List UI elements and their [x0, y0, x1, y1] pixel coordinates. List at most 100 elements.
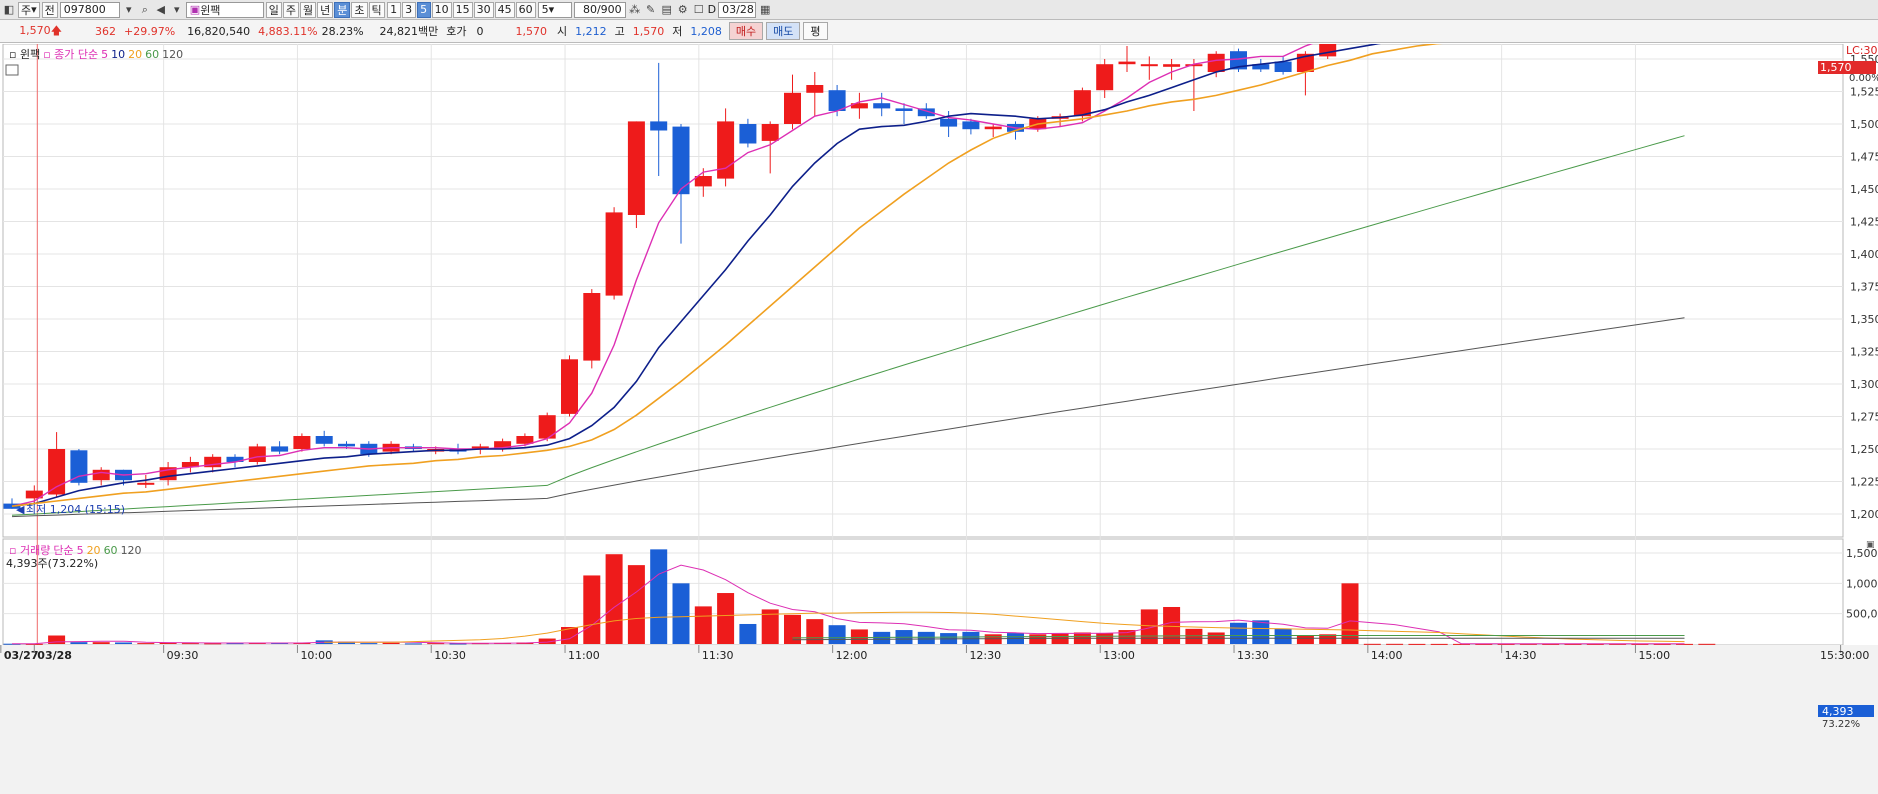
candle-body — [271, 446, 289, 452]
table-icon — [5, 64, 19, 76]
candle-body — [25, 490, 43, 499]
volume-bar — [449, 643, 467, 645]
price-tick-label: 1,525 — [1850, 86, 1878, 99]
checkbox-icon[interactable]: ☐ — [693, 3, 704, 16]
ma-title: ▫ 종가 단순 — [43, 48, 98, 61]
candle-body — [248, 446, 266, 462]
candle-body — [1118, 61, 1136, 65]
volume-bar — [1653, 643, 1671, 645]
time-label: 03/27 — [4, 649, 39, 662]
volume-tick-label: 500,000 — [1846, 608, 1878, 621]
low-label: 저 — [672, 25, 683, 38]
date-field[interactable]: 03/28 — [718, 1, 757, 18]
volume-bar — [1274, 628, 1292, 644]
period-button[interactable]: 일 — [265, 1, 282, 18]
interval-button[interactable]: 10 — [431, 1, 452, 18]
period-button[interactable]: 초 — [351, 1, 368, 18]
volume-bar — [1430, 643, 1448, 645]
stock-badge-icon: ▣ — [189, 3, 201, 16]
price-tick-label: 1,400 — [1850, 248, 1878, 261]
save-icon[interactable]: ▤ — [661, 3, 672, 16]
ma5-line — [11, 44, 1314, 507]
stock-label: ▫ 윈팩 — [9, 47, 40, 61]
interval-button[interactable]: 60 — [515, 1, 536, 18]
stock-chart[interactable]: 1,200 1,225 1,250 1,275 1,300 1,325 1,350 1,375… — [0, 44, 1878, 794]
candle-body — [739, 124, 757, 144]
interval-button[interactable]: 15 — [452, 1, 473, 18]
period-button[interactable]: 분 — [334, 1, 351, 18]
market-select[interactable]: 주 ▾ — [18, 1, 40, 18]
volume-bar — [1698, 643, 1716, 645]
code-input[interactable]: 097800 — [59, 1, 120, 18]
period-button[interactable]: 주 — [282, 1, 300, 18]
stock-name-field[interactable]: ▣ 윈팩 — [185, 1, 264, 18]
volume-bar — [761, 609, 779, 644]
volume-bar — [48, 635, 66, 644]
volume-tag-pct: 73.22% — [1822, 719, 1860, 730]
eval-button[interactable]: 평 — [803, 22, 828, 40]
speaker-icon[interactable]: ◀ — [156, 3, 166, 16]
candle-body — [70, 450, 88, 483]
buy-button[interactable]: 매수 — [728, 22, 764, 40]
volume-bar — [1609, 643, 1627, 645]
candle-body — [1073, 90, 1091, 117]
candle-body — [204, 456, 222, 468]
high-label: 고 — [614, 25, 625, 38]
high-value: 1,570 — [632, 24, 665, 38]
time-label: 13:00 — [1103, 649, 1135, 662]
time-axis-bg — [0, 645, 1878, 794]
link-icon[interactable]: ◧ — [3, 3, 15, 16]
settings-icon[interactable]: ⚙ — [677, 3, 688, 16]
price-tick-label: 1,475 — [1850, 151, 1878, 164]
volume-bar — [1163, 606, 1181, 644]
volume-bar — [1453, 643, 1470, 645]
calendar-icon[interactable]: ▦ — [759, 3, 771, 16]
candle-body — [917, 108, 935, 117]
price-tag-bg — [1818, 61, 1876, 74]
dropdown-icon[interactable]: ▾ — [174, 3, 180, 16]
interval-button[interactable]: 30 — [473, 1, 494, 18]
volume-ma-period-label: 20 — [87, 544, 101, 557]
price-tag: 1,570 — [1820, 61, 1852, 74]
volume-bar — [360, 643, 378, 645]
count-field[interactable]: 80/900 — [573, 1, 626, 18]
time-label: 10:00 — [300, 649, 332, 662]
period-button[interactable]: 틱 — [368, 1, 385, 18]
volume-bar — [1363, 643, 1381, 645]
candle-body — [181, 462, 199, 468]
candle-body — [806, 85, 824, 93]
current-price: 1,570🡅 — [0, 22, 64, 41]
period-button[interactable]: 월 — [300, 1, 317, 18]
search-icon[interactable]: ⌕ — [141, 2, 148, 16]
volume-bar — [1542, 643, 1560, 645]
price-value: 1,570 — [19, 23, 51, 37]
quote-bar: 1,570🡅 362 +29.97% 16,820,540 4,883.11% … — [0, 20, 1878, 43]
candle-body — [694, 176, 712, 187]
volume-bar — [1319, 634, 1337, 644]
candle-body — [471, 446, 489, 449]
candle-body — [293, 436, 311, 449]
period-button[interactable]: 년 — [317, 1, 334, 18]
candle-body — [672, 126, 690, 195]
interval-button[interactable]: 1 — [386, 1, 401, 18]
indicator-icon[interactable]: ⁂ — [629, 3, 641, 16]
draw-tool-icon[interactable]: ✎ — [646, 3, 656, 16]
type-select[interactable]: 전 — [41, 1, 58, 18]
volume-tag: 4,393 — [1822, 705, 1854, 718]
dropdown-arrow-icon[interactable]: ▾ — [126, 3, 132, 16]
time-label: 11:30 — [702, 649, 734, 662]
volume-bar — [1051, 633, 1069, 644]
volume-bar — [3, 643, 21, 645]
interval-button[interactable]: 45 — [494, 1, 515, 18]
interval-button[interactable]: 3 — [401, 1, 416, 18]
candle-body — [1140, 64, 1158, 67]
volume-bar — [1519, 643, 1537, 645]
panel-collapse-icon: ▣ — [1866, 540, 1875, 550]
market-value: 주 — [21, 3, 32, 17]
hoga-label: 호가 — [446, 25, 467, 38]
interval-input[interactable]: 5 ▾ — [537, 1, 572, 18]
sell-button[interactable]: 매도 — [766, 22, 801, 40]
candle-body — [561, 359, 578, 414]
candle-body — [784, 92, 801, 124]
interval-button[interactable]: 5 — [416, 1, 431, 18]
